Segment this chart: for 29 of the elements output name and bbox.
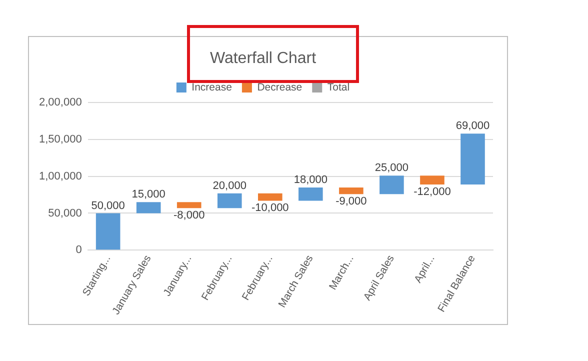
data-label: -9,000 (336, 196, 367, 208)
data-label: -8,000 (174, 210, 205, 222)
bar (460, 134, 485, 184)
data-label: 69,000 (456, 120, 490, 132)
y-tick-label: 2,00,000 (38, 96, 82, 109)
bar (217, 193, 242, 208)
y-tick-label: 1,50,000 (38, 134, 82, 146)
data-label: 20,000 (212, 180, 246, 192)
y-tick-label: 0 (76, 244, 82, 256)
bar (136, 202, 161, 214)
chart-title: Waterfall Chart (210, 50, 317, 68)
legend-label: Decrease (257, 81, 302, 94)
data-label: 15,000 (132, 188, 166, 201)
legend-label: Total (327, 81, 350, 94)
bar (420, 176, 444, 184)
bar (176, 202, 202, 208)
bar (298, 187, 323, 201)
y-tick-label: 50,000 (48, 207, 82, 220)
data-label: -10,000 (251, 202, 289, 214)
bar (96, 213, 120, 250)
data-label: 25,000 (374, 162, 409, 174)
legend-label: Increase (192, 81, 232, 94)
data-label: 18,000 (294, 174, 328, 186)
data-label: 50,000 (91, 200, 125, 212)
data-label: -12,000 (414, 186, 451, 198)
y-tick-label: 1,00,000 (38, 170, 82, 182)
bar (258, 193, 282, 201)
bar (380, 176, 404, 194)
bar (339, 187, 364, 194)
